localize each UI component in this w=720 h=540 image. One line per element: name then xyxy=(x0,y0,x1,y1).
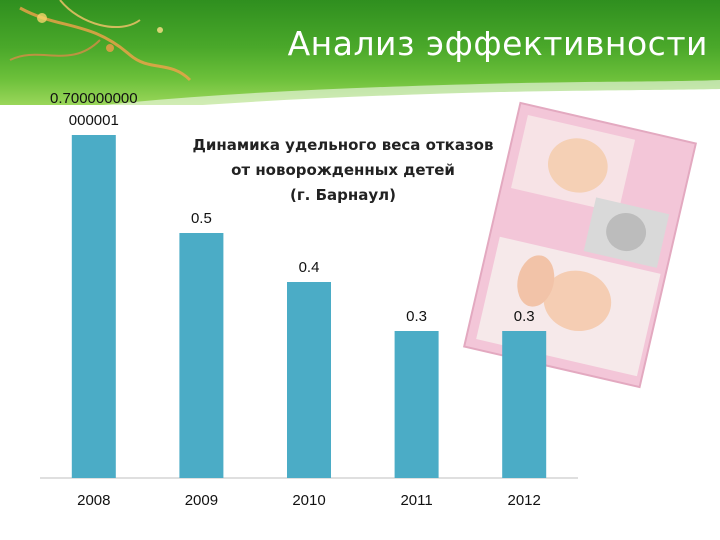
bar-2008 xyxy=(71,135,116,478)
data-label-2012: 0.3 xyxy=(514,308,535,325)
bar-2011 xyxy=(394,331,439,478)
x-tick-2009: 2009 xyxy=(185,492,218,509)
data-label-line: 0.5 xyxy=(191,210,212,227)
x-axis-ticks: 2008 2009 2010 2011 2012 xyxy=(77,492,541,509)
data-label-line: 0.3 xyxy=(514,308,535,325)
chart-title-line: (г. Барнаул) xyxy=(290,186,396,204)
chart-title-line: Динамика удельного веса отказов xyxy=(193,136,494,154)
data-label-line: 000001 xyxy=(69,112,119,129)
data-labels: 0.700000000 000001 0.5 0.4 0.3 0.3 xyxy=(50,90,535,325)
bar-series xyxy=(71,135,547,478)
bar-2012 xyxy=(502,331,547,478)
data-label-2009: 0.5 xyxy=(191,210,212,227)
x-tick-2008: 2008 xyxy=(77,492,110,509)
slide-header: Анализ эффективности xyxy=(0,0,720,105)
chart-title: Динамика удельного веса отказов от новоро… xyxy=(193,136,494,204)
chart-title-line: от новорожденных детей xyxy=(231,161,455,179)
data-label-2011: 0.3 xyxy=(406,308,427,325)
x-tick-2010: 2010 xyxy=(292,492,325,509)
slide-title: Анализ эффективности xyxy=(287,24,708,63)
bar-2010 xyxy=(287,282,331,478)
x-tick-2012: 2012 xyxy=(508,492,541,509)
data-label-2008: 0.700000000 000001 xyxy=(50,90,138,129)
header-decoration xyxy=(9,0,720,105)
data-label-2010: 0.4 xyxy=(299,259,320,276)
data-label-line: 0.3 xyxy=(406,308,427,325)
bar-2009 xyxy=(179,233,224,478)
x-tick-2011: 2011 xyxy=(400,492,432,509)
data-label-line: 0.4 xyxy=(299,259,320,276)
data-label-line: 0.700000000 xyxy=(50,90,138,107)
